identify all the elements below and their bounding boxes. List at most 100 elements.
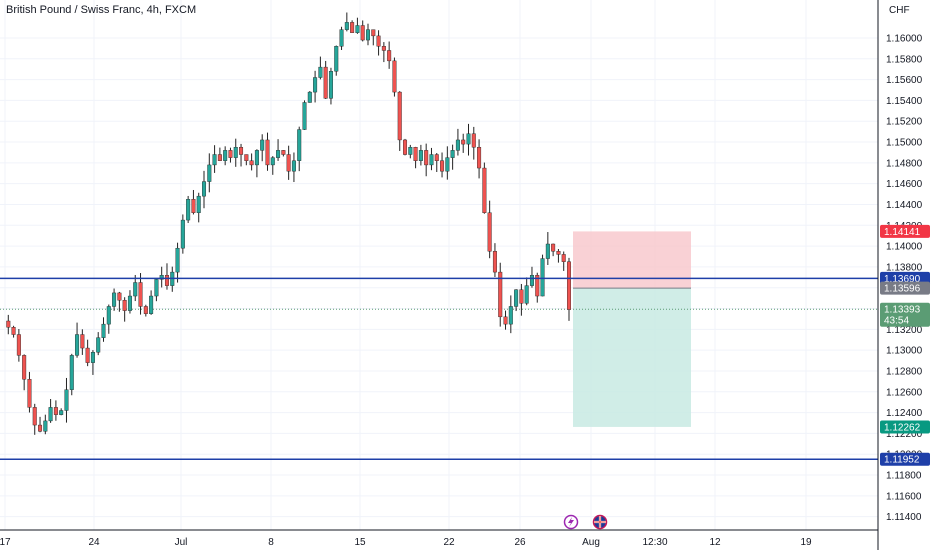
candle[interactable] [117,292,122,301]
candle[interactable] [424,150,429,166]
candle[interactable] [286,154,291,172]
candle[interactable] [535,275,540,297]
candle[interactable] [466,133,471,145]
candle[interactable] [133,282,138,297]
candle[interactable] [297,129,302,161]
candle[interactable] [350,22,355,33]
candle[interactable] [223,150,228,161]
candle[interactable] [16,334,21,356]
price-tag[interactable] [880,281,930,295]
candle[interactable] [397,91,402,141]
candle[interactable] [360,25,365,41]
candle[interactable] [260,139,265,151]
candle[interactable] [418,150,423,161]
candle[interactable] [387,50,392,62]
candle[interactable] [450,150,455,158]
price-tag[interactable] [880,224,930,238]
candle[interactable] [455,139,460,151]
candle[interactable] [519,289,524,304]
candle[interactable] [529,275,534,286]
candle[interactable] [143,306,148,314]
candle[interactable] [545,243,550,259]
price-tag[interactable] [880,302,930,327]
candle[interactable] [302,102,307,130]
candle[interactable] [22,355,27,380]
candle[interactable] [276,150,281,158]
candle[interactable] [202,181,207,197]
candle[interactable] [265,139,270,166]
candle[interactable] [540,258,545,297]
candle[interactable] [334,46,339,72]
take-profit-zone[interactable] [573,288,691,427]
candle[interactable] [175,247,180,273]
candle[interactable] [281,150,286,155]
candle[interactable] [556,251,561,255]
candle[interactable] [191,199,196,213]
candle[interactable] [381,46,386,51]
candle[interactable] [313,77,318,93]
candle[interactable] [323,66,328,99]
candle[interactable] [127,295,132,311]
candle[interactable] [403,139,408,155]
candle[interactable] [59,410,64,415]
candle[interactable] [122,299,127,311]
stop-loss-zone[interactable] [573,231,691,289]
price-tag[interactable] [880,452,930,466]
candle[interactable] [376,35,381,47]
candle[interactable] [207,164,212,182]
candle[interactable] [75,334,80,356]
candle[interactable] [365,29,370,41]
candle[interactable] [551,243,556,252]
candle[interactable] [492,251,497,273]
candle[interactable] [503,316,508,325]
candle[interactable] [249,160,254,166]
candle[interactable] [196,195,201,213]
candle[interactable] [164,275,169,286]
candle[interactable] [90,352,95,363]
candle[interactable] [429,154,434,166]
candle[interactable] [254,150,259,166]
candle[interactable] [217,154,222,161]
candle[interactable] [371,29,376,37]
candle[interactable] [69,355,74,390]
candle[interactable] [32,407,37,426]
candle[interactable] [318,66,323,78]
candle[interactable] [339,29,344,47]
candle[interactable] [80,334,85,349]
candle[interactable] [233,147,238,158]
candle[interactable] [43,420,48,432]
candle[interactable] [228,150,233,158]
candle[interactable] [408,147,413,155]
candle[interactable] [487,212,492,252]
candle[interactable] [445,157,450,172]
candle[interactable] [440,160,445,172]
candle[interactable] [344,22,349,30]
candle[interactable] [85,347,90,363]
candle[interactable] [392,60,397,93]
candle[interactable] [101,323,106,338]
candle[interactable] [328,71,333,99]
price-tag[interactable] [880,420,930,434]
candle[interactable] [508,306,513,325]
candle[interactable] [413,147,418,161]
candle[interactable] [524,285,529,304]
candle[interactable] [106,306,111,325]
candle[interactable] [498,271,503,318]
candle[interactable] [138,282,143,307]
candle[interactable] [482,167,487,213]
candle[interactable] [239,147,244,155]
price-tag[interactable] [880,271,930,285]
candle[interactable] [38,424,43,432]
candle[interactable] [159,275,164,280]
candle[interactable] [149,295,154,314]
candle[interactable] [355,25,360,33]
candle[interactable] [186,199,191,221]
candle[interactable] [307,91,312,103]
candle[interactable] [11,327,16,335]
candle[interactable] [27,379,32,408]
candle[interactable] [567,261,572,310]
candle[interactable] [471,133,476,148]
candle[interactable] [514,289,519,307]
